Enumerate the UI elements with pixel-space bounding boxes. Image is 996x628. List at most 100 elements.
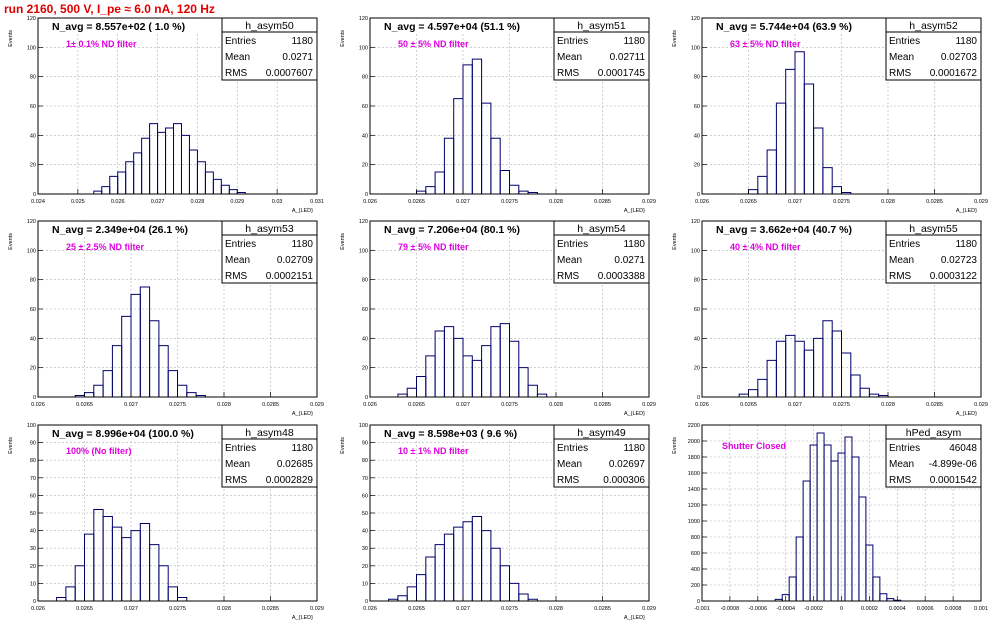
stats-value: 46048: [949, 443, 977, 454]
x-tick-label: -0.0004: [776, 606, 795, 612]
histogram-bin: [121, 315, 132, 397]
histogram-bin: [56, 596, 67, 601]
histogram-bin: [766, 359, 777, 397]
histogram-bin: [879, 593, 888, 601]
navg-text: N_avg = 5.744e+04 (63.9 %): [716, 21, 852, 33]
histogram-bin: [228, 189, 238, 194]
x-tick-label: 0.0275: [833, 402, 850, 408]
stats-hist-name: h_asym48: [245, 427, 294, 439]
histogram-bin: [397, 595, 408, 601]
y-axis-label: Events: [672, 30, 678, 47]
y-tick-label: 40: [362, 336, 368, 342]
stats-box: [553, 17, 650, 81]
histogram-bin: [841, 352, 852, 397]
histogram-bin: [527, 384, 538, 397]
stats-label: RMS: [889, 475, 912, 486]
histogram-bin: [865, 544, 874, 601]
stats-value: 0.0001745: [598, 68, 646, 79]
y-tick-label: 1200: [688, 503, 700, 509]
y-tick-label: 0: [697, 192, 700, 198]
y-tick-label: 80: [30, 75, 36, 81]
stats-value: 1180: [623, 36, 645, 47]
navg-text: N_avg = 3.662e+04 (40.7 %): [716, 224, 852, 236]
y-tick-label: 1400: [688, 487, 700, 493]
stats-value: 0.0003388: [598, 271, 646, 282]
stats-value: 0.0271: [282, 52, 313, 63]
y-tick-label: 60: [30, 104, 36, 110]
histogram-bin: [757, 378, 768, 397]
stats-label: Entries: [225, 239, 256, 250]
y-tick-label: 20: [694, 366, 700, 372]
stats-label: RMS: [889, 271, 912, 282]
histogram-bin: [471, 516, 483, 601]
y-tick-label: 2000: [688, 439, 700, 445]
navg-text: N_avg = 8.996e+04 (100.0 %): [52, 428, 194, 440]
y-tick-label: 100: [27, 45, 36, 51]
x-tick-label: 0.0275: [169, 606, 186, 612]
stats-value: 0.000306: [603, 475, 645, 486]
y-tick-label: 120: [359, 16, 368, 22]
x-tick-label: 0.029: [310, 402, 324, 408]
histogram-bin: [527, 598, 538, 601]
stats-label: Mean: [557, 255, 582, 266]
x-tick-label: 0.026: [363, 606, 377, 612]
y-tick-label: 50: [362, 511, 368, 517]
histogram-bin: [775, 340, 787, 397]
y-tick-label: 40: [362, 529, 368, 535]
histogram-panel-h_asym52: 0.026 0.0265 0.027 0.0275 0.028 0.0285 0.029 0 2…: [664, 16, 996, 221]
histogram-bin: [434, 330, 445, 397]
histogram-bin: [165, 127, 175, 194]
histogram-bin: [141, 137, 151, 194]
x-tick-label: 0.0006: [917, 606, 934, 612]
y-tick-label: 100: [27, 423, 36, 429]
x-tick-label: 0.0265: [740, 402, 757, 408]
y-tick-label: 200: [691, 583, 700, 589]
histogram-bin: [794, 340, 805, 397]
histogram-bin: [831, 330, 842, 397]
y-tick-label: 100: [359, 45, 368, 51]
histogram-bin: [195, 395, 206, 397]
stats-value: 1180: [291, 239, 313, 250]
histogram-bin: [748, 389, 759, 397]
stats-label: Mean: [225, 52, 250, 63]
stats-label: Mean: [225, 459, 250, 470]
histogram-bin: [830, 460, 839, 601]
histogram-bin: [499, 565, 510, 601]
y-tick-label: 80: [362, 458, 368, 464]
x-tick-label: 0.027: [788, 402, 802, 408]
stats-value: 0.02703: [941, 52, 978, 63]
stats-box: [221, 424, 318, 488]
x-tick-label: 0.028: [191, 199, 205, 205]
histogram-bin: [490, 137, 501, 194]
stats-hist-name: h_asym53: [245, 223, 294, 235]
y-tick-label: 80: [362, 278, 368, 284]
stats-label: RMS: [225, 475, 248, 486]
x-tick-label: 0.025: [71, 199, 85, 205]
histogram-bin: [844, 436, 853, 601]
histogram-bin: [130, 293, 141, 397]
y-tick-label: 60: [694, 104, 700, 110]
x-tick-label: 0.029: [974, 402, 988, 408]
x-tick-label: 0.029: [642, 199, 656, 205]
x-tick-label: 0.027: [124, 402, 138, 408]
x-tick-label: 0.0275: [833, 199, 850, 205]
histogram-panel-h_asym48: 0.026 0.0265 0.027 0.0275 0.028 0.0285 0.029 0 1…: [0, 423, 332, 628]
y-tick-label: 600: [691, 551, 700, 557]
histogram-panel-h_asym51: 0.026 0.0265 0.027 0.0275 0.028 0.0285 0.029 0 2…: [332, 16, 664, 221]
histogram-bin: [822, 167, 833, 194]
histogram-bin: [794, 51, 805, 194]
histogram-bin: [158, 345, 169, 397]
histogram-bin: [416, 574, 427, 601]
histogram-svg-hPed_asym: -0.001 -0.0008 -0.0006 -0.0004 -0.0002 0 0.000…: [672, 423, 988, 612]
x-tick-label: 0.026: [31, 606, 45, 612]
histogram-bin: [813, 127, 824, 194]
histogram-bin: [788, 576, 797, 601]
histogram-bin: [204, 171, 214, 194]
histogram-bin: [757, 175, 768, 194]
histogram-bin: [167, 586, 178, 601]
stats-label: Entries: [225, 36, 256, 47]
x-tick-label: 0.0275: [501, 606, 518, 612]
navg-text: N_avg = 8.557e+02 ( 1.0 %): [52, 21, 185, 33]
histogram-bin: [425, 355, 436, 397]
stats-label: Entries: [557, 239, 588, 250]
